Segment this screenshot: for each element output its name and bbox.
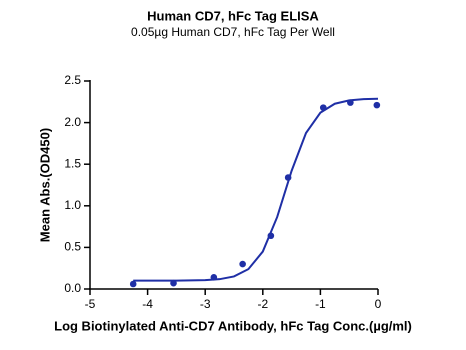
x-tick-label: -3 <box>200 297 211 311</box>
data-point <box>129 280 137 288</box>
data-point <box>373 101 381 109</box>
y-tick-label: 2.0 <box>64 115 81 129</box>
fit-curve <box>133 97 379 282</box>
data-point <box>284 174 292 181</box>
chart-title: Human CD7, hFc Tag ELISA <box>147 8 319 23</box>
x-tick-label: -5 <box>85 297 96 311</box>
data-point <box>210 274 218 281</box>
y-tick-label: 0.5 <box>64 240 81 254</box>
x-tick-label: -2 <box>257 297 268 311</box>
data-point <box>319 104 327 111</box>
y-tick-label: 1.5 <box>64 156 81 170</box>
x-tick-label: 0 <box>375 297 382 311</box>
data-point <box>239 260 246 268</box>
y-axis-label: Mean Abs.(OD450) <box>37 128 52 242</box>
x-tick-label: -4 <box>142 297 153 311</box>
data-point <box>347 99 354 106</box>
data-point <box>170 279 177 287</box>
chart-subtitle: 0.05µg Human CD7, hFc Tag Per Well <box>131 25 335 39</box>
data-point <box>267 232 275 240</box>
x-tick-label: -1 <box>315 297 326 311</box>
y-tick-label: 1.0 <box>64 198 81 212</box>
x-axis-label: Log Biotinylated Anti-CD7 Antibody, hFc … <box>54 318 412 333</box>
y-tick-label: 2.5 <box>64 73 81 87</box>
y-tick-label: 0.0 <box>64 281 81 295</box>
